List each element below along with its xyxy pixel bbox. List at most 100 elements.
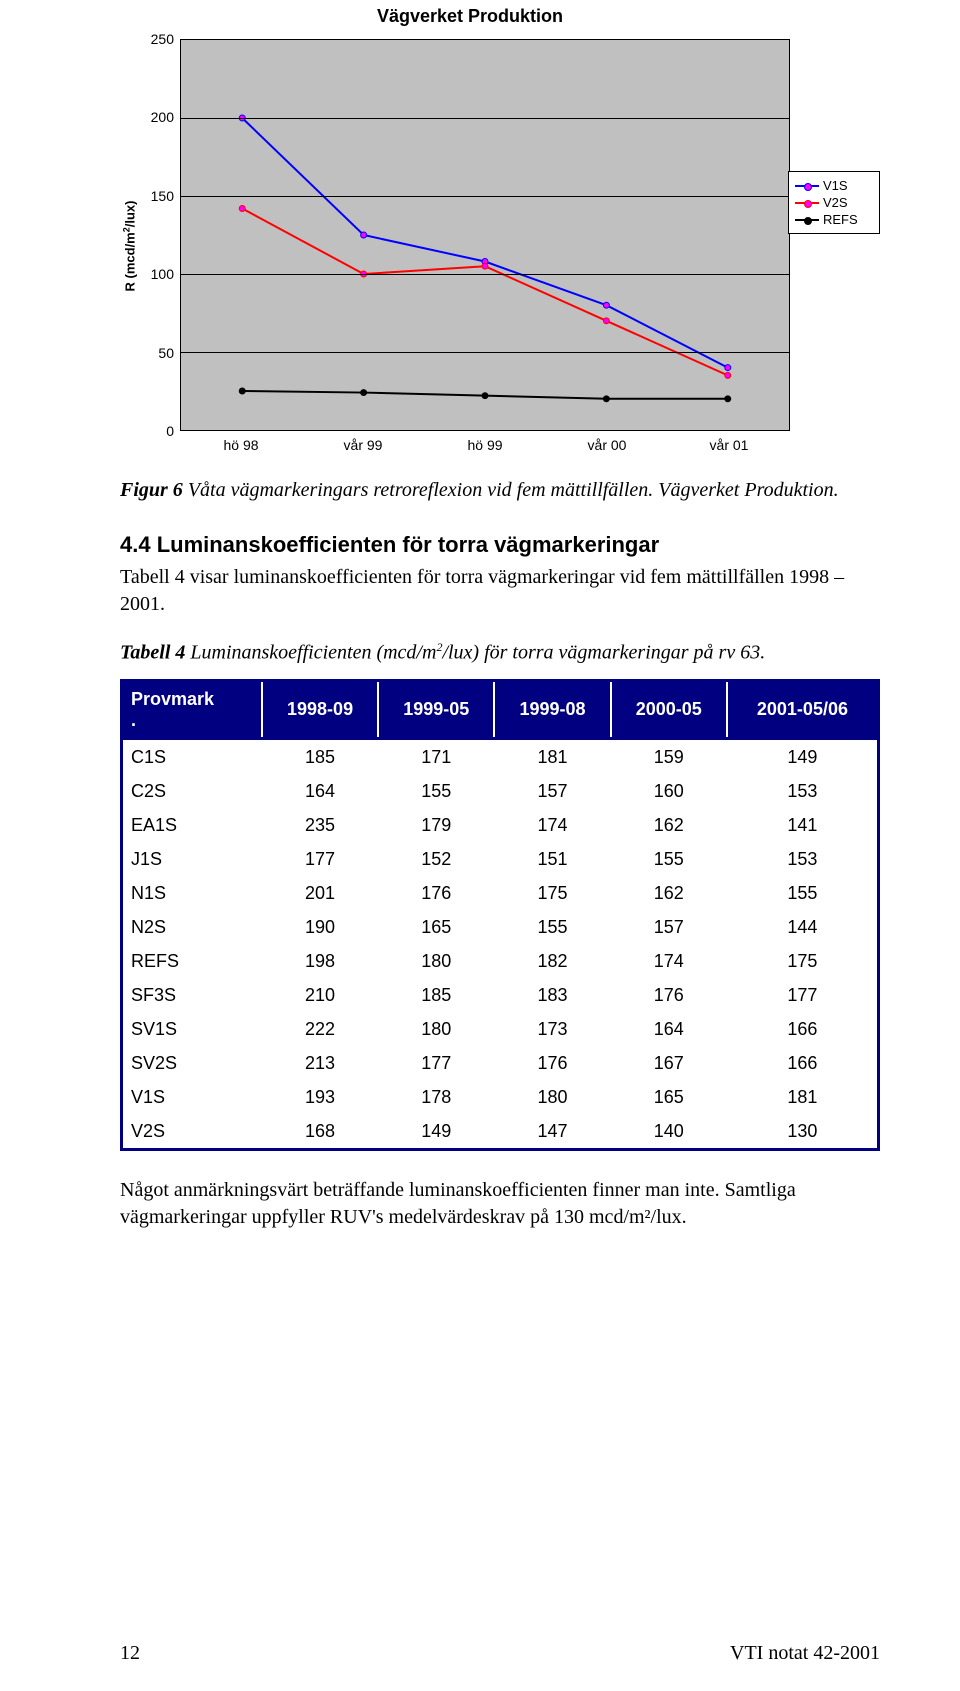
table-cell: 210 xyxy=(262,978,378,1012)
chart-svg xyxy=(181,40,789,430)
chart-title: Vägverket Produktion xyxy=(90,0,850,31)
chart-xtick: hö 99 xyxy=(467,437,502,453)
table-cell: 190 xyxy=(262,910,378,944)
closing-para: Något anmärkningsvärt beträffande lumina… xyxy=(120,1177,880,1231)
table-cell: 222 xyxy=(262,1012,378,1046)
chart-series-line xyxy=(242,208,728,375)
table-header-cell: 2001-05/06 xyxy=(727,680,879,738)
table-cell: 141 xyxy=(727,808,879,842)
table-cell: 162 xyxy=(611,808,727,842)
table-rowlabel: SV1S xyxy=(122,1012,262,1046)
chart-marker xyxy=(725,365,731,371)
table-cell: 149 xyxy=(378,1114,494,1150)
table-rowlabel: SF3S xyxy=(122,978,262,1012)
table-header-cell: Provmark. xyxy=(122,680,262,738)
table-cell: 171 xyxy=(378,738,494,774)
table-cell: 155 xyxy=(611,842,727,876)
table-cell: 179 xyxy=(378,808,494,842)
figure-caption-label: Figur 6 xyxy=(120,479,183,501)
doc-id: VTI notat 42-2001 xyxy=(730,1642,880,1665)
table-cell: 175 xyxy=(727,944,879,978)
chart-ylabel: R (mcd/m2/lux) xyxy=(121,201,137,292)
table-row: C1S185171181159149 xyxy=(122,738,879,774)
table-cell: 181 xyxy=(727,1080,879,1114)
table-caption-text-pre: Luminanskoefficienten (mcd/m xyxy=(185,642,436,664)
table-cell: 176 xyxy=(378,876,494,910)
table-cell: 175 xyxy=(494,876,610,910)
table-cell: 153 xyxy=(727,774,879,808)
table-caption-text-post: /lux) för torra vägmarkeringar på rv 63. xyxy=(442,642,765,664)
table-cell: 159 xyxy=(611,738,727,774)
chart-gridline xyxy=(181,352,789,353)
table-row: J1S177152151155153 xyxy=(122,842,879,876)
table-cell: 181 xyxy=(494,738,610,774)
table-cell: 176 xyxy=(494,1046,610,1080)
chart-marker xyxy=(603,318,609,324)
table-cell: 155 xyxy=(378,774,494,808)
table-cell: 164 xyxy=(262,774,378,808)
chart-xtick: vår 99 xyxy=(344,437,383,453)
table-cell: 151 xyxy=(494,842,610,876)
section-para-4-4: Tabell 4 visar luminanskoefficienten för… xyxy=(120,564,880,618)
table-rowlabel: J1S xyxy=(122,842,262,876)
table-caption-label: Tabell 4 xyxy=(120,642,185,664)
table-row: V1S193178180165181 xyxy=(122,1080,879,1114)
table-cell: 155 xyxy=(494,910,610,944)
table-cell: 149 xyxy=(727,738,879,774)
figure-caption: Figur 6 Våta vägmarkeringars retroreflex… xyxy=(120,477,880,504)
table-cell: 185 xyxy=(378,978,494,1012)
table-cell: 166 xyxy=(727,1012,879,1046)
table-header-cell: 1998-09 xyxy=(262,680,378,738)
legend-item: V1S xyxy=(795,178,873,193)
chart-marker xyxy=(603,396,609,402)
table-cell: 177 xyxy=(727,978,879,1012)
table-cell: 177 xyxy=(378,1046,494,1080)
chart-ytick: 250 xyxy=(150,31,174,47)
chart-marker xyxy=(361,232,367,238)
chart-marker xyxy=(361,390,367,396)
table-row: V2S168149147140130 xyxy=(122,1114,879,1150)
table-row: N2S190165155157144 xyxy=(122,910,879,944)
table-row: REFS198180182174175 xyxy=(122,944,879,978)
table-cell: 157 xyxy=(494,774,610,808)
chart-ytick: 50 xyxy=(150,345,174,361)
table-cell: 168 xyxy=(262,1114,378,1150)
table-cell: 162 xyxy=(611,876,727,910)
table-cell: 198 xyxy=(262,944,378,978)
legend-item: V2S xyxy=(795,195,873,210)
chart-container: R (mcd/m2/lux) V1SV2SREFS 05010015020025… xyxy=(120,31,880,461)
table-cell: 157 xyxy=(611,910,727,944)
table-cell: 173 xyxy=(494,1012,610,1046)
table-cell: 164 xyxy=(611,1012,727,1046)
table-cell: 213 xyxy=(262,1046,378,1080)
chart-xtick: vår 01 xyxy=(710,437,749,453)
chart-gridline xyxy=(181,274,789,275)
chart-marker xyxy=(239,205,245,211)
table-cell: 201 xyxy=(262,876,378,910)
table-cell: 180 xyxy=(494,1080,610,1114)
chart-marker xyxy=(725,372,731,378)
chart-ytick: 200 xyxy=(150,109,174,125)
table-cell: 193 xyxy=(262,1080,378,1114)
table-cell: 183 xyxy=(494,978,610,1012)
table-cell: 147 xyxy=(494,1114,610,1150)
table-cell: 155 xyxy=(727,876,879,910)
table-cell: 144 xyxy=(727,910,879,944)
chart-marker xyxy=(482,263,488,269)
chart-series-line xyxy=(242,118,728,368)
table-header-cell: 2000-05 xyxy=(611,680,727,738)
chart-xtick: vår 00 xyxy=(588,437,627,453)
table-cell: 177 xyxy=(262,842,378,876)
figure-caption-text: Våta vägmarkeringars retroreflexion vid … xyxy=(183,479,839,501)
chart-gridline xyxy=(181,196,789,197)
table-cell: 140 xyxy=(611,1114,727,1150)
table-header-cell: 1999-08 xyxy=(494,680,610,738)
table-row: SV2S213177176167166 xyxy=(122,1046,879,1080)
table-cell: 166 xyxy=(727,1046,879,1080)
table-rowlabel: C2S xyxy=(122,774,262,808)
table-row: C2S164155157160153 xyxy=(122,774,879,808)
table-row: SF3S210185183176177 xyxy=(122,978,879,1012)
table-rowlabel: REFS xyxy=(122,944,262,978)
chart-marker xyxy=(482,393,488,399)
table-rowlabel: EA1S xyxy=(122,808,262,842)
